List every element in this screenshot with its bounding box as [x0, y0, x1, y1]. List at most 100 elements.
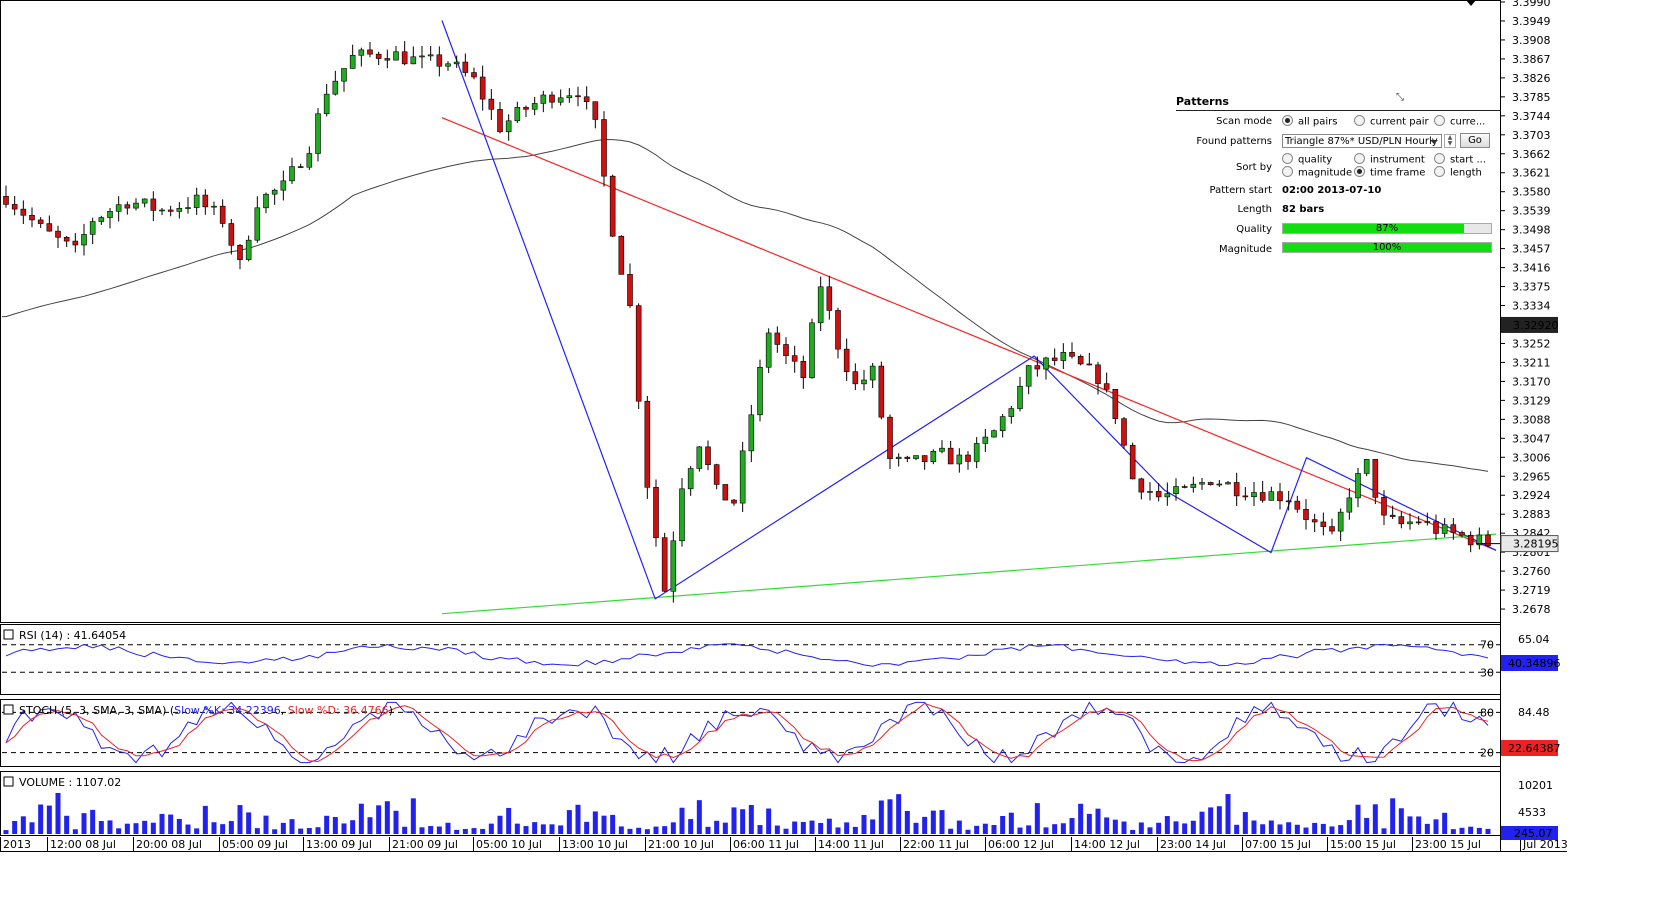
- candle-body: [748, 414, 755, 452]
- candle-body: [1424, 521, 1431, 523]
- radio-icon[interactable]: [1354, 115, 1365, 126]
- go-button[interactable]: Go: [1460, 133, 1490, 148]
- candle-body: [1329, 526, 1335, 532]
- magnitude-bar: 100%: [1282, 242, 1492, 253]
- found-patterns-select[interactable]: Triangle 87%* USD/PLN Hourly: [1282, 134, 1442, 148]
- scan-mode-current-pair[interactable]: current pair: [1354, 115, 1429, 128]
- candle-body: [393, 51, 399, 61]
- volume-bar: [202, 805, 208, 834]
- price-tick-label: 3.2883: [1512, 508, 1551, 521]
- volume-bar: [1312, 822, 1318, 834]
- volume-value-label: 245.07: [1514, 827, 1553, 840]
- volume-bar: [818, 822, 824, 834]
- volume-bar: [1294, 824, 1300, 834]
- candle-body: [1355, 473, 1361, 499]
- radio-icon[interactable]: [1434, 153, 1445, 164]
- volume-bar: [887, 799, 893, 834]
- scan-mode-all-pairs[interactable]: all pairs: [1282, 115, 1337, 128]
- volume-bar: [644, 829, 650, 834]
- candle-body: [1017, 385, 1023, 409]
- length-label: Length: [1237, 204, 1273, 215]
- volume-bar: [948, 828, 954, 834]
- volume-bar: [982, 823, 988, 834]
- price-tick-label: 3.3211: [1512, 356, 1551, 369]
- pattern-spinner[interactable]: ▲ ▼: [1444, 134, 1456, 148]
- magnitude-bar-text: 100%: [1372, 242, 1402, 253]
- volume-bar: [792, 821, 798, 834]
- price-tick-label: 3.3785: [1512, 91, 1551, 104]
- price-tick-label: 3.3908: [1512, 34, 1551, 47]
- volume-bar: [159, 813, 165, 834]
- candle-body: [965, 454, 971, 462]
- volume-bar: [1260, 824, 1266, 834]
- radio-icon[interactable]: [1434, 166, 1445, 177]
- volume-bar: [1104, 817, 1110, 834]
- volume-bar: [358, 803, 364, 834]
- volume-bar: [133, 823, 139, 834]
- panel-move-icon[interactable]: ⤡: [1396, 92, 1404, 103]
- price-tick-label: 3.3539: [1512, 205, 1551, 218]
- candle-body: [713, 464, 720, 485]
- radio-icon[interactable]: [1354, 153, 1365, 164]
- price-tick-label: 3.3334: [1512, 300, 1551, 313]
- candle-body: [349, 55, 356, 69]
- patterns-title-rule: [1176, 110, 1501, 111]
- volume-bar: [38, 804, 44, 834]
- volume-bar: [220, 824, 226, 834]
- radio-selected-icon[interactable]: [1354, 166, 1365, 177]
- candle-body: [141, 198, 148, 204]
- price-tick-label: 3.2965: [1512, 470, 1551, 483]
- rsi-line: [5, 643, 1489, 667]
- sort-instrument[interactable]: instrument: [1354, 153, 1425, 166]
- price-tick-label: 3.3621: [1512, 167, 1551, 180]
- volume-bar: [1190, 820, 1196, 834]
- rsi-level-30-label: 30: [1480, 666, 1494, 679]
- candle-body: [661, 537, 668, 592]
- volume-bar: [142, 820, 148, 834]
- candle-body: [1051, 357, 1058, 361]
- candle-body: [1476, 534, 1483, 546]
- volume-bar: [826, 818, 832, 834]
- volume-bar: [549, 824, 555, 834]
- radio-icon[interactable]: [1434, 115, 1445, 126]
- volume-bar: [1060, 823, 1066, 834]
- candle-body: [133, 202, 139, 209]
- volume-bar: [445, 822, 451, 834]
- radio-icon[interactable]: [1282, 153, 1293, 164]
- volume-bar: [558, 825, 564, 834]
- volume-bar: [1234, 824, 1240, 834]
- volume-bar: [1442, 812, 1448, 834]
- candle-body: [1216, 483, 1223, 486]
- scan-mode-current[interactable]: curre...: [1434, 115, 1485, 128]
- candle-body: [817, 286, 824, 324]
- radio-icon[interactable]: [1282, 166, 1293, 177]
- volume-bar: [904, 810, 910, 834]
- candle-body: [575, 95, 581, 98]
- volume-bar: [384, 801, 390, 834]
- volume-bar: [1043, 827, 1049, 834]
- volume-bar: [636, 827, 642, 834]
- candle-body: [947, 447, 954, 465]
- candle-body: [488, 98, 495, 110]
- volume-bar: [714, 820, 720, 834]
- time-tick-label: 15:00 15 Jul: [1330, 838, 1396, 851]
- sort-time-frame[interactable]: time frame: [1354, 166, 1425, 179]
- candle-body: [479, 76, 486, 100]
- candle-body: [410, 56, 417, 65]
- candle-body: [1164, 493, 1171, 498]
- sort-magnitude[interactable]: magnitude: [1282, 166, 1352, 179]
- volume-bar: [315, 827, 321, 834]
- price-tick-label: 3.3990: [1512, 0, 1551, 9]
- volume-bar: [211, 822, 217, 834]
- sort-quality[interactable]: quality: [1282, 153, 1332, 166]
- ma-value-label: 3.32920: [1513, 319, 1559, 332]
- candle-body: [63, 237, 70, 242]
- candle-body: [999, 416, 1006, 432]
- radio-selected-icon[interactable]: [1282, 115, 1293, 126]
- resistance-line: [441, 117, 1497, 551]
- sort-length[interactable]: length: [1434, 166, 1482, 179]
- volume-bar: [1381, 828, 1387, 834]
- sort-start[interactable]: start ...: [1434, 153, 1486, 166]
- volume-bar: [618, 826, 624, 834]
